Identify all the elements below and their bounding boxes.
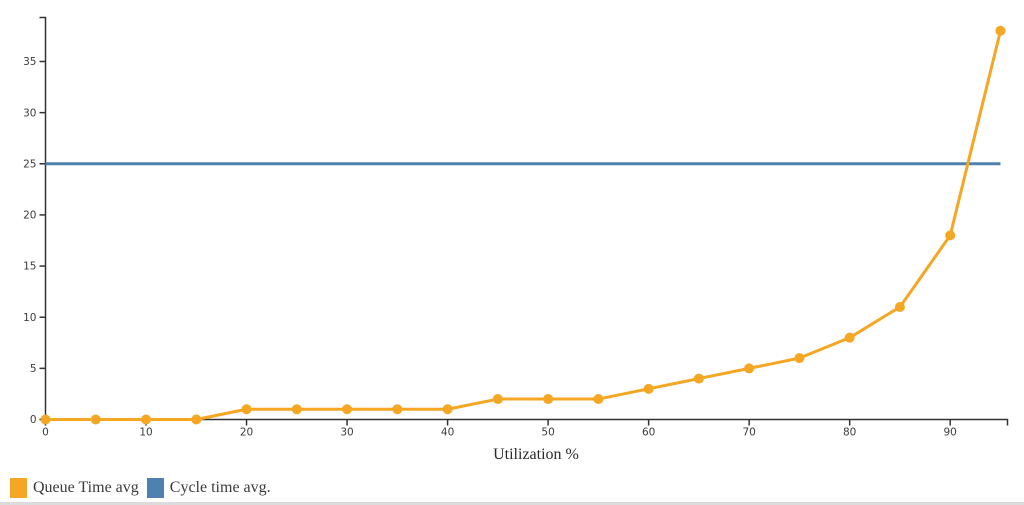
queue-time-avg-point[interactable] xyxy=(141,414,152,425)
queue-time-avg-point[interactable] xyxy=(291,404,302,415)
queue-time-avg-point[interactable] xyxy=(492,394,503,405)
queue-time-avg-line xyxy=(45,30,1002,421)
y-tick-label: 0 xyxy=(30,414,37,426)
bottom-divider xyxy=(0,502,1024,505)
x-tick-label: 50 xyxy=(541,427,554,439)
queue-time-avg-point[interactable] xyxy=(241,404,252,415)
y-tick-label: 10 xyxy=(23,312,36,324)
x-tick-label: 90 xyxy=(944,427,957,439)
y-axis xyxy=(39,16,47,421)
x-tick-label: 80 xyxy=(843,427,856,439)
y-tick-label: 30 xyxy=(23,107,36,119)
x-axis-title: Utilization % xyxy=(493,446,579,463)
cycle-time-avg-swatch xyxy=(146,478,164,498)
y-tick-label: 15 xyxy=(23,261,36,273)
legend-item-cycle-time-avg[interactable]: Cycle time avg. xyxy=(146,478,275,498)
queue-time-avg-point[interactable] xyxy=(191,414,202,425)
queue-time-avg-point[interactable] xyxy=(844,332,855,343)
x-tick-label: 40 xyxy=(441,427,454,439)
queue-time-avg-point[interactable] xyxy=(945,230,956,241)
x-tick-label: 30 xyxy=(340,427,353,439)
queue-time-avg-label: Queue Time avg xyxy=(33,479,139,496)
x-tick-label: 60 xyxy=(642,427,655,439)
queue-time-avg-swatch xyxy=(10,478,27,498)
queue-time-avg-point[interactable] xyxy=(593,394,604,405)
queue-time-avg-point[interactable] xyxy=(40,414,51,425)
y-tick-label: 35 xyxy=(23,56,36,68)
utilization-chart: 0 10 20 30 40 50 60 70 80 90 0 5 10 15 20 25 30 35 Utiliza… xyxy=(23,16,1009,463)
cycle-time-avg-label: Cycle time avg. xyxy=(169,479,271,496)
y-tick-label: 25 xyxy=(23,158,36,170)
x-tick-label: 0 xyxy=(42,427,49,439)
x-tick-label: 10 xyxy=(139,427,152,439)
x-tick-label: 70 xyxy=(742,427,755,439)
queue-time-avg-point[interactable] xyxy=(643,383,654,394)
queue-time-avg-point[interactable] xyxy=(794,353,805,364)
queue-time-avg-point[interactable] xyxy=(995,25,1006,36)
x-tick-label: 20 xyxy=(240,427,253,439)
queue-time-avg-point[interactable] xyxy=(744,363,755,374)
queue-time-avg-point[interactable] xyxy=(392,404,403,415)
queue-time-avg-point[interactable] xyxy=(543,394,554,405)
queue-time-avg-point[interactable] xyxy=(693,373,704,384)
legend: Queue Time avg Cycle time avg. xyxy=(0,477,1024,499)
queue-time-avg-point[interactable] xyxy=(894,301,905,312)
y-tick-label: 20 xyxy=(23,210,36,222)
queue-time-avg-point[interactable] xyxy=(442,404,453,415)
queue-time-avg-point[interactable] xyxy=(342,404,353,415)
legend-item-queue-time-avg[interactable]: Queue Time avg xyxy=(10,478,143,498)
y-tick-label: 5 xyxy=(30,363,37,375)
queue-time-avg-point[interactable] xyxy=(90,414,101,425)
